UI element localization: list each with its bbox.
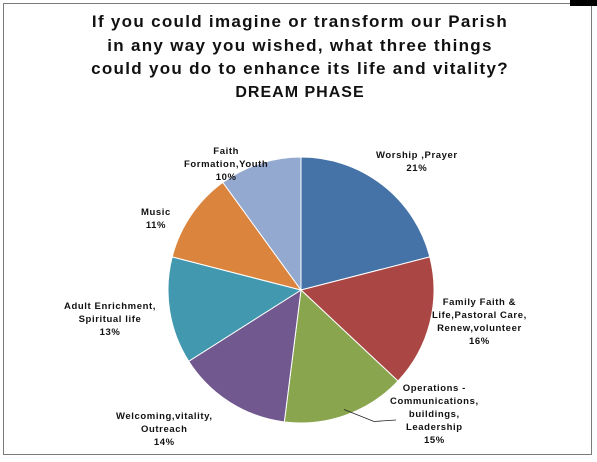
slice-label-operations: Operations - Communications, buildings, … [390, 382, 479, 447]
slice-label-text: Adult Enrichment, [64, 301, 157, 312]
slice-label-text: Communications, [390, 396, 479, 407]
chart-title: If you could imagine or transform our Pa… [30, 10, 570, 104]
slice-percent: 11% [145, 220, 167, 231]
pie-slice-4 [167, 256, 303, 362]
slice-label-text: buildings, [408, 409, 460, 420]
slice-label-faith-formation: Faith Formation,Youth 10% [184, 145, 268, 184]
leader-line-operations [343, 409, 397, 422]
pie-slice-5 [171, 181, 303, 291]
chart-subtitle: DREAM PHASE [235, 83, 365, 101]
pie-slices [167, 156, 435, 424]
slice-label-text: Worship ,Prayer [376, 150, 458, 161]
slice-label-text: Leadership [406, 422, 463, 433]
slice-label-text: Life,Pastoral Care, [432, 310, 527, 321]
chart-title-line-3: could you do to enhance its life and vit… [91, 59, 509, 78]
pie-slice-6 [222, 156, 302, 292]
leader-lines [343, 409, 397, 422]
slice-label-text: Operations - [402, 383, 466, 394]
pie-slice-2 [283, 288, 399, 424]
slice-label-text: Welcoming,vitality, [116, 411, 213, 422]
chart-title-line-1: If you could imagine or transform our Pa… [91, 12, 509, 31]
slice-percent: 14% [153, 437, 175, 448]
slice-percent: 15% [423, 435, 445, 446]
pie-slice-0 [300, 156, 431, 291]
pie-slice-3 [188, 289, 302, 423]
slice-percent: 16% [469, 336, 490, 347]
slice-label-text: Faith [213, 146, 239, 157]
slice-label-text: Outreach [141, 424, 188, 435]
slice-label-text: Music [141, 207, 171, 218]
slice-percent: 13% [99, 327, 121, 338]
slice-percent: 21% [406, 163, 428, 174]
chart-title-line-2: in any way you wished, what three things [107, 35, 493, 55]
slice-label-text: Spiritual life [78, 314, 142, 325]
slice-label-adult-enrichment: Adult Enrichment, Spiritual life 13% [64, 300, 156, 339]
slice-label-worship-prayer: Worship ,Prayer 21% [376, 149, 458, 175]
corner-mark [570, 0, 597, 6]
slice-label-family-faith: Family Faith & Life,Pastoral Care, Renew… [432, 296, 527, 348]
slice-label-text: Formation,Youth [184, 159, 269, 170]
slice-label-music: Music 11% [141, 206, 171, 232]
slice-percent: 10% [215, 172, 237, 183]
slice-label-text: Renew,volunteer [437, 323, 522, 334]
slice-label-text: Family Faith & [442, 297, 517, 308]
slice-label-welcoming: Welcoming,vitality, Outreach 14% [116, 410, 213, 449]
pie-slice-1 [299, 256, 435, 382]
